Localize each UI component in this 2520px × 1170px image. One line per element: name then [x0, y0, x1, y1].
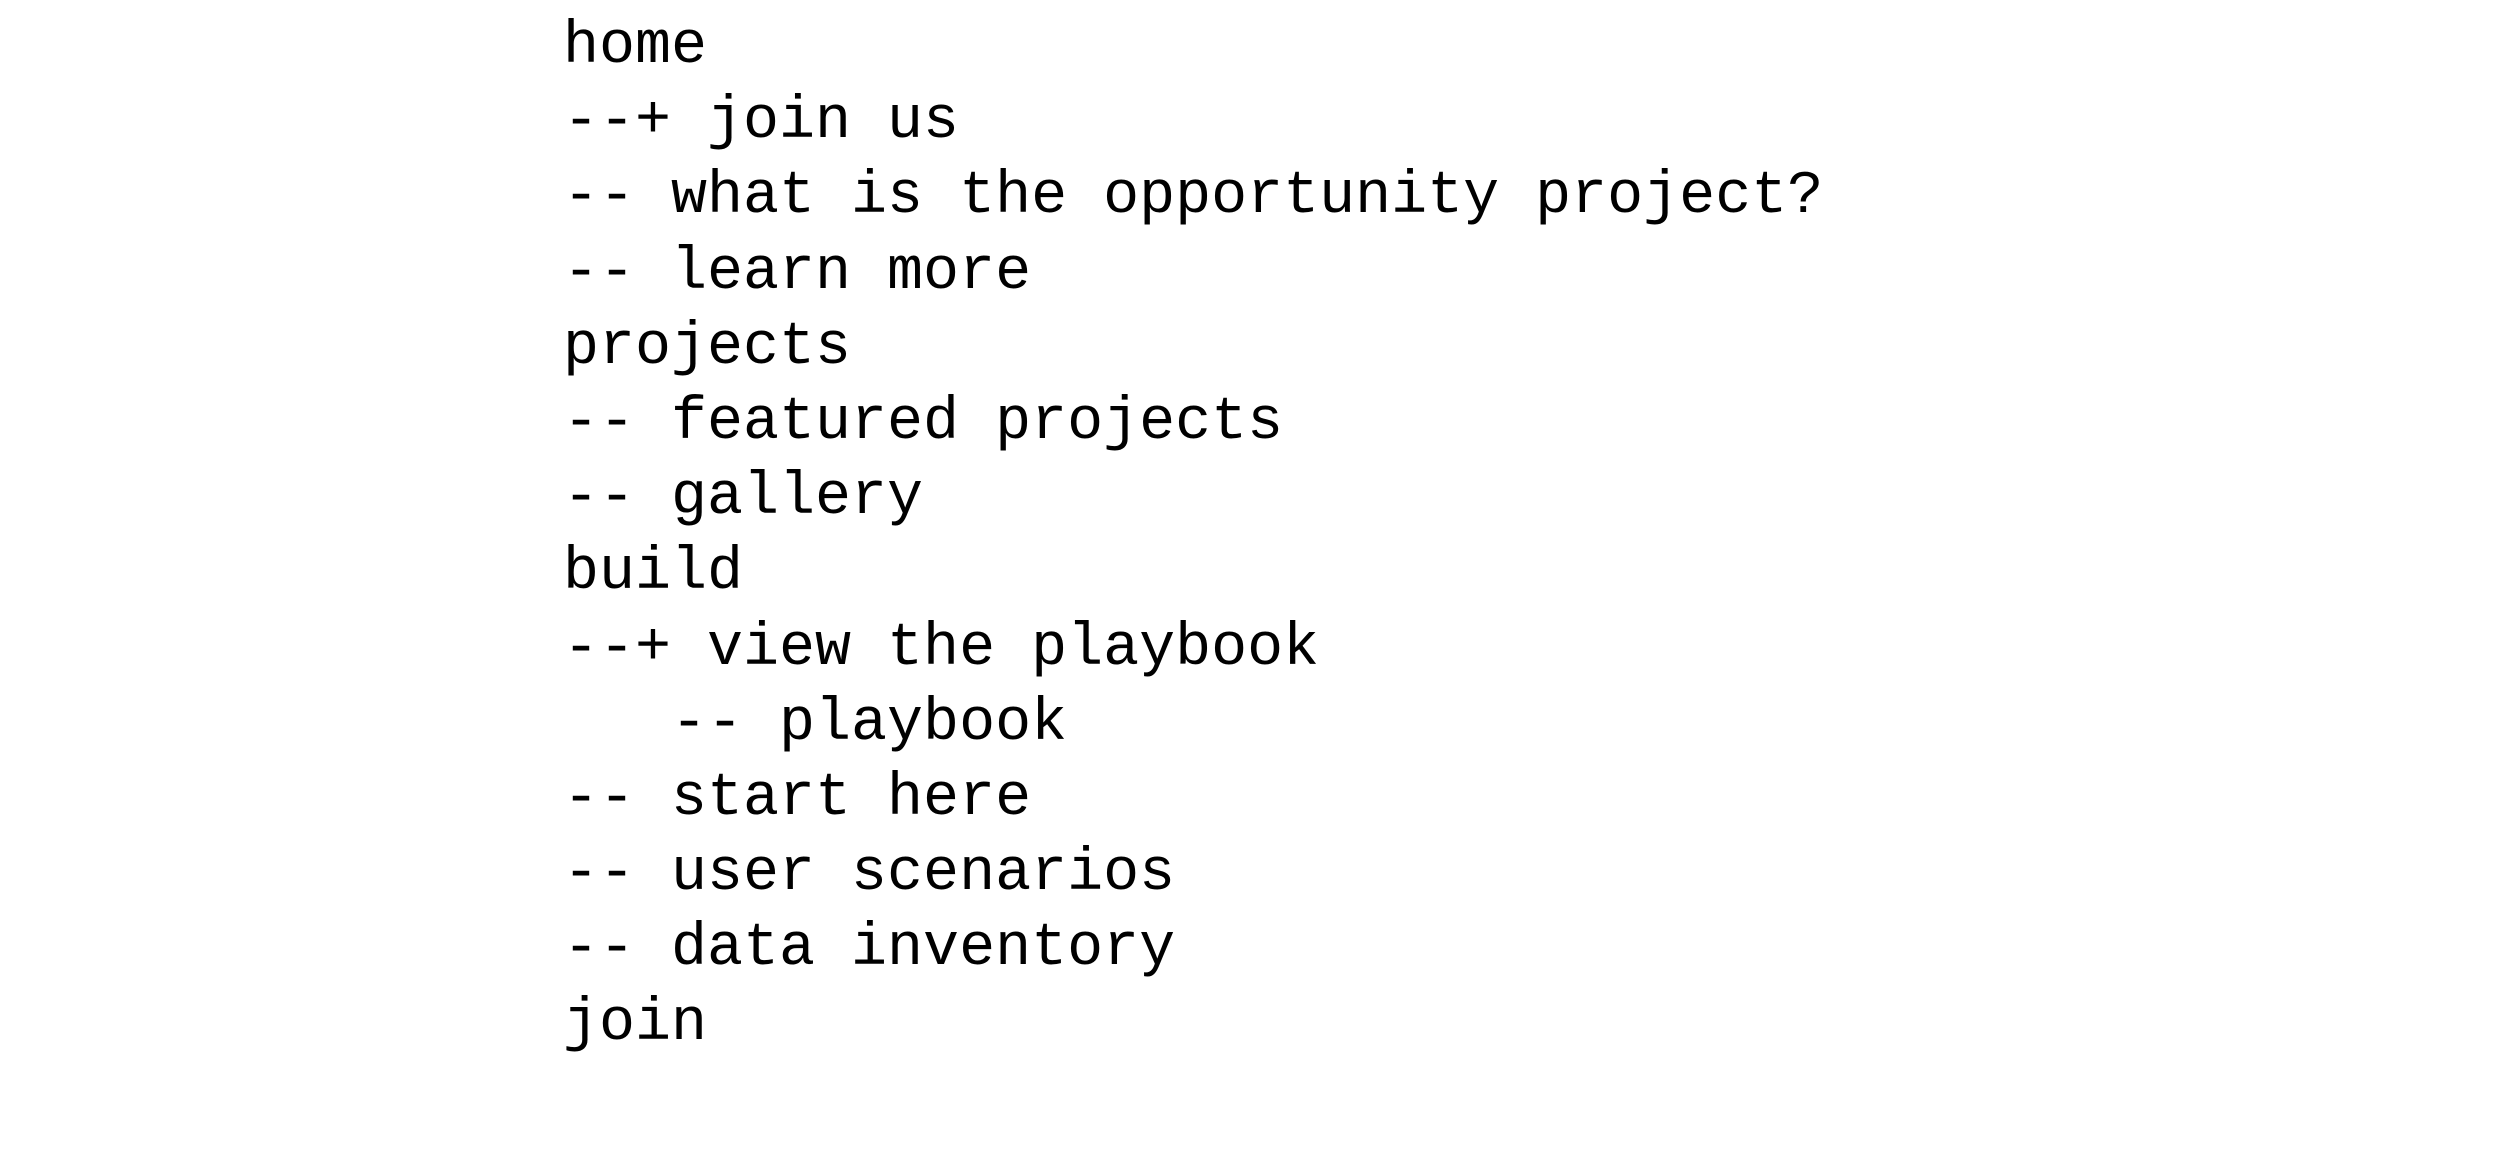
tree-item: -- start here	[563, 764, 1032, 833]
tree-item: -- playbook	[563, 689, 1068, 758]
tree-item: projects	[563, 313, 852, 382]
site-tree: home --+ join us -- what is the opportunit…	[563, 10, 1823, 1063]
tree-item: -- learn more	[563, 238, 1032, 307]
tree-item: -- data inventory	[563, 915, 1176, 984]
tree-item: build	[563, 539, 744, 608]
tree-item: --+ join us	[563, 88, 960, 157]
tree-item: -- what is the opportunity project?	[563, 163, 1824, 232]
tree-item: -- user scenarios	[563, 840, 1176, 909]
tree-item: home	[563, 13, 708, 81]
tree-item: -- gallery	[563, 464, 924, 533]
tree-item: -- featured projects	[563, 388, 1284, 457]
tree-item: join	[563, 990, 708, 1059]
tree-item: --+ view the playbook	[563, 614, 1320, 683]
